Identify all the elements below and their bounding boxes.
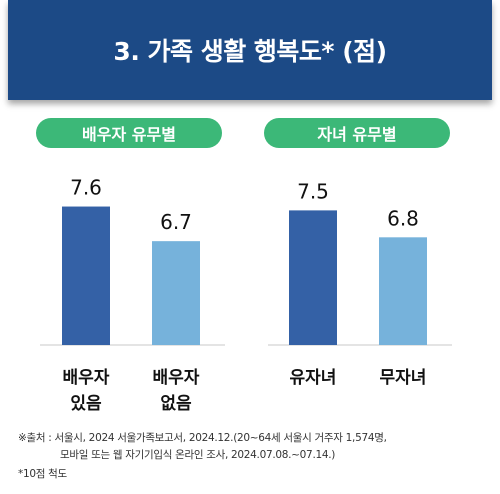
- category-label-0-1-0: 배우자: [153, 368, 200, 388]
- bar-0-0: [62, 206, 110, 345]
- value-label-1-0: 7.5: [297, 179, 329, 203]
- bar-1-1: [379, 237, 427, 345]
- bar-0-1: [152, 241, 200, 345]
- value-label-0-1: 6.7: [160, 210, 192, 234]
- group-title-children: 자녀 유무별: [264, 118, 450, 148]
- category-label-1-1-0: 무자녀: [380, 368, 427, 388]
- source-note-line-2: 모바일 또는 웹 자기기입식 온라인 조사, 2024.07.08.~07.14…: [60, 449, 336, 461]
- value-label-0-0: 7.6: [70, 176, 102, 200]
- header-banner: 3. 가족 생활 행복도* (점): [8, 0, 492, 100]
- scale-footnote: *10점 척도: [18, 468, 67, 480]
- bar-1-0: [289, 210, 337, 345]
- group-title-spouse: 배우자 유무별: [36, 118, 222, 148]
- source-note-line-1: ※출처 : 서울시, 2024 서울가족보고서, 2024.12.(20~64세…: [18, 432, 387, 444]
- category-label-0-0-1: 있음: [70, 394, 102, 414]
- value-label-1-1: 6.8: [387, 206, 419, 230]
- category-label-0-0-0: 배우자: [63, 368, 110, 388]
- page-title: 3. 가족 생활 행복도* (점): [113, 37, 387, 66]
- category-label-0-1-1: 없음: [160, 394, 192, 414]
- category-label-1-0-0: 유자녀: [290, 368, 337, 388]
